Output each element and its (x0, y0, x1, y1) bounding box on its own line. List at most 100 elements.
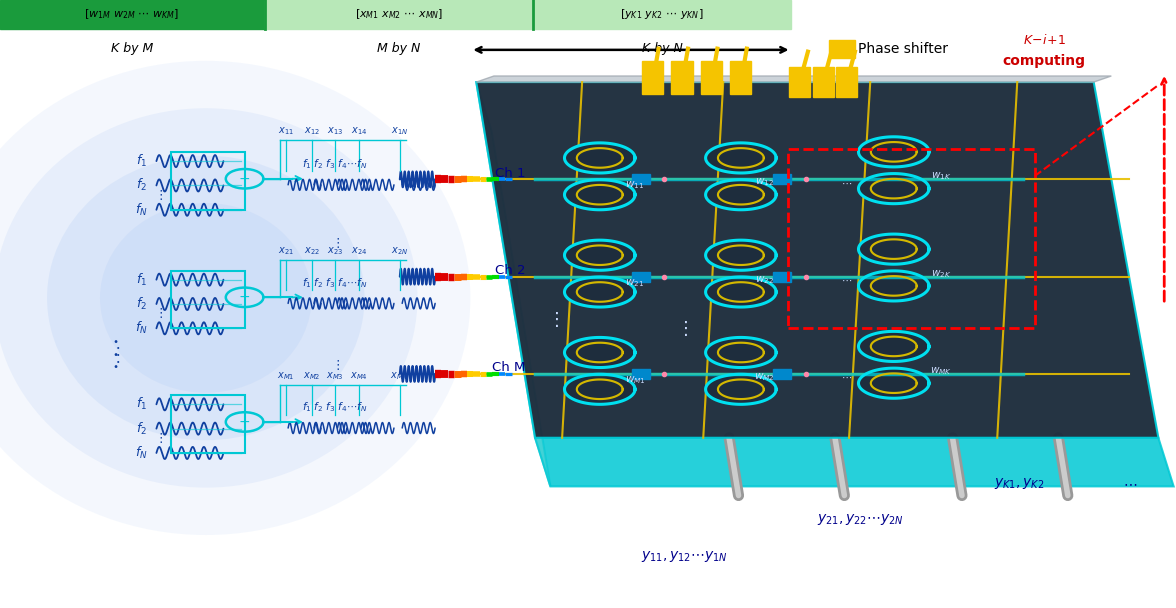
Bar (701, 61, 722, 94)
Text: $x_{M1}$: $x_{M1}$ (278, 370, 294, 382)
Bar (632, 174, 650, 184)
Text: $x_{22}$: $x_{22}$ (303, 246, 320, 257)
Text: $f_N$: $f_N$ (135, 320, 147, 336)
Polygon shape (564, 277, 635, 307)
Text: $w_{M1}$: $w_{M1}$ (624, 374, 646, 386)
Text: $\vdots$: $\vdots$ (154, 187, 163, 202)
Bar (171, 152, 245, 210)
Text: $f_2$: $f_2$ (135, 178, 147, 193)
Polygon shape (858, 271, 929, 301)
Polygon shape (564, 180, 635, 210)
Text: $f_1\ f_2\ f_3\ f_4\cdots f_N$: $f_1\ f_2\ f_3\ f_4\cdots f_N$ (302, 276, 368, 289)
Ellipse shape (0, 61, 470, 535)
Text: $f_1\ f_2\ f_3\ f_4\cdots f_N$: $f_1\ f_2\ f_3\ f_4\cdots f_N$ (302, 157, 368, 171)
Text: $\bullet$: $\bullet$ (115, 344, 120, 350)
Text: +: + (239, 171, 250, 186)
Text: $w_{22}$: $w_{22}$ (755, 274, 774, 286)
Text: $\vdots$: $\vdots$ (547, 309, 559, 329)
Text: $\bullet$: $\bullet$ (115, 358, 120, 364)
Polygon shape (564, 375, 635, 404)
Text: $x_{12}$: $x_{12}$ (303, 125, 320, 137)
Ellipse shape (100, 203, 312, 393)
Text: Ch 2: Ch 2 (495, 264, 526, 277)
Text: $f_2$: $f_2$ (135, 296, 147, 312)
Text: $f_1$: $f_1$ (135, 153, 147, 169)
Text: $w_{21}$: $w_{21}$ (626, 277, 644, 289)
Text: $\cdots$: $\cdots$ (841, 178, 853, 187)
Text: $[y_{K1}\ y_{K2}\ \cdots\ y_{KN}]$: $[y_{K1}\ y_{K2}\ \cdots\ y_{KN}]$ (621, 7, 703, 21)
Polygon shape (706, 143, 776, 173)
Polygon shape (476, 82, 550, 486)
Polygon shape (858, 174, 929, 204)
Text: $y_{21}, y_{22}\cdots y_{2N}$: $y_{21}, y_{22}\cdots y_{2N}$ (817, 513, 904, 527)
Polygon shape (564, 240, 635, 270)
Polygon shape (706, 337, 776, 367)
Ellipse shape (0, 108, 417, 488)
Text: $w_{2K}$: $w_{2K}$ (930, 268, 951, 280)
Text: $\cdots$: $\cdots$ (1123, 476, 1137, 491)
Text: $\bullet$: $\bullet$ (112, 360, 119, 370)
Text: $x_{13}$: $x_{13}$ (327, 125, 343, 137)
Bar (773, 369, 791, 379)
Text: $\bullet$: $\bullet$ (112, 348, 119, 358)
Text: $y_{K1}, y_{K2}$: $y_{K1}, y_{K2}$ (994, 476, 1044, 491)
Polygon shape (476, 82, 1158, 438)
Polygon shape (706, 180, 776, 210)
Text: $x_{24}$: $x_{24}$ (350, 246, 367, 257)
Polygon shape (476, 76, 1111, 82)
Bar (533, 0, 791, 29)
Text: $\vdots$: $\vdots$ (154, 306, 163, 320)
Polygon shape (564, 337, 635, 367)
Bar (773, 174, 791, 184)
Bar (789, 67, 810, 97)
Polygon shape (535, 438, 1174, 486)
Bar (171, 395, 245, 453)
Text: $w_{12}$: $w_{12}$ (755, 176, 774, 188)
Bar (632, 272, 650, 282)
Bar (171, 271, 245, 328)
Text: $K\!-\!i\!+\!1$: $K\!-\!i\!+\!1$ (1023, 32, 1065, 47)
Text: Phase shifter: Phase shifter (858, 41, 949, 56)
Text: $x_{23}$: $x_{23}$ (327, 246, 343, 257)
Text: $f_1$: $f_1$ (135, 272, 147, 288)
Text: Ch M: Ch M (493, 361, 526, 375)
Text: $f_1\ f_2\ f_3\ f_4\cdots f_N$: $f_1\ f_2\ f_3\ f_4\cdots f_N$ (302, 401, 368, 414)
Text: $\vdots$: $\vdots$ (676, 319, 688, 338)
Bar (265, 0, 533, 29)
Bar (829, 40, 855, 58)
Text: $x_{21}$: $x_{21}$ (278, 246, 294, 257)
Bar (632, 369, 650, 379)
Text: $\cdots$: $\cdots$ (841, 275, 853, 285)
Text: $x_{2N}$: $x_{2N}$ (392, 246, 408, 257)
Text: $w_{MK}$: $w_{MK}$ (930, 365, 951, 377)
Text: $f_N$: $f_N$ (135, 445, 147, 461)
Text: $x_{1N}$: $x_{1N}$ (392, 125, 408, 137)
Polygon shape (706, 375, 776, 404)
Text: $w_{M2}$: $w_{M2}$ (754, 371, 775, 383)
Ellipse shape (47, 156, 365, 440)
Text: M by N: M by N (377, 42, 420, 55)
Bar (773, 272, 791, 282)
Bar (730, 61, 751, 94)
Text: Ch 1: Ch 1 (495, 167, 526, 180)
Bar (0, 0, 265, 29)
Polygon shape (858, 234, 929, 264)
Text: $x_{M4}$: $x_{M4}$ (349, 370, 368, 382)
Bar (813, 67, 834, 97)
Bar (788, 149, 1035, 328)
Polygon shape (564, 143, 635, 173)
Text: $[w_{1M}\ w_{2M}\ \cdots\ w_{KM}]$: $[w_{1M}\ w_{2M}\ \cdots\ w_{KM}]$ (85, 7, 179, 21)
Text: computing: computing (1003, 54, 1085, 68)
Text: $x_{11}$: $x_{11}$ (278, 125, 294, 137)
Text: $\vdots$: $\vdots$ (330, 358, 340, 372)
Text: $w_{1K}$: $w_{1K}$ (930, 170, 951, 182)
Text: $x_{MN}$: $x_{MN}$ (390, 370, 409, 382)
Text: +: + (239, 415, 250, 429)
Bar (642, 61, 663, 94)
Text: $w_{11}$: $w_{11}$ (626, 179, 644, 192)
Text: $f_N$: $f_N$ (135, 202, 147, 218)
Text: $[x_{M1}\ x_{M2}\ \cdots\ x_{MN}]$: $[x_{M1}\ x_{M2}\ \cdots\ x_{MN}]$ (354, 7, 443, 21)
Text: $\vdots$: $\vdots$ (154, 430, 163, 445)
Text: K by M: K by M (111, 42, 153, 55)
Text: $\cdots$: $\cdots$ (841, 372, 853, 382)
